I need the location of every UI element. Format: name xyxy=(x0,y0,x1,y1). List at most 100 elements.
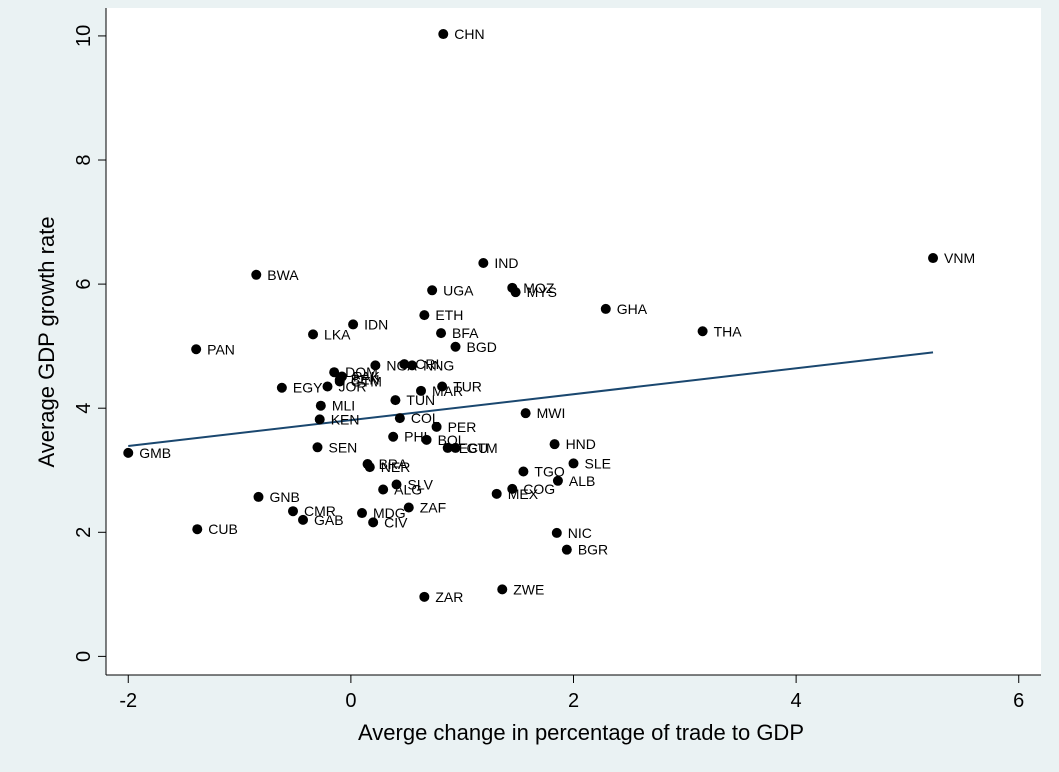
data-point-hnd-34 xyxy=(549,439,560,450)
point-label-tun-26: TUN xyxy=(406,392,435,408)
data-point-egy-22 xyxy=(276,382,287,393)
point-label-mys-6: MYS xyxy=(527,284,557,300)
point-label-cmr-50: CMR xyxy=(304,503,336,519)
data-point-idn-9 xyxy=(348,319,359,330)
point-label-sle-39: SLE xyxy=(585,455,611,471)
point-label-bwa-3: BWA xyxy=(267,267,299,283)
point-label-egy-22: EGY xyxy=(293,380,323,396)
point-label-gmb-38: GMB xyxy=(139,445,171,461)
data-point-nga-15 xyxy=(370,360,381,371)
point-label-slv-44: SLV xyxy=(408,477,434,493)
point-label-mli-27: MLI xyxy=(332,398,355,414)
data-point-zar-58 xyxy=(419,591,430,602)
fit-line-layer xyxy=(128,351,934,448)
point-label-nic-55: NIC xyxy=(568,525,592,541)
point-label-tur-24: TUR xyxy=(453,378,482,394)
point-label-ind-2: IND xyxy=(494,255,518,271)
data-point-cmr-50 xyxy=(288,506,298,517)
point-label-idn-9: IDN xyxy=(364,316,388,332)
point-label-chn-0: CHN xyxy=(454,26,484,42)
data-point-vnm-1 xyxy=(928,253,939,264)
data-point-nng-17 xyxy=(407,360,418,371)
plot-area xyxy=(106,8,1041,675)
data-point-sle-39 xyxy=(568,458,579,469)
data-point-phl-32 xyxy=(388,431,399,442)
point-label-mwi-28: MWI xyxy=(537,405,566,421)
x-tick-label-4: 4 xyxy=(791,690,802,712)
data-point-uga-4 xyxy=(427,285,438,296)
y-tick-label-0: 0 xyxy=(73,651,95,662)
point-label-pan-14: PAN xyxy=(207,341,235,357)
y-axis-title: Average GDP growth rate xyxy=(34,216,59,467)
data-point-lka-12 xyxy=(308,329,319,340)
data-point-gmb-38 xyxy=(123,447,134,458)
point-label-gtm-21: GTM xyxy=(351,374,382,390)
point-label-jor-23: JOR xyxy=(339,378,367,394)
point-label-bfa-11: BFA xyxy=(452,325,479,341)
data-point-tun-26 xyxy=(390,395,401,406)
data-point-zaf-49 xyxy=(403,502,414,513)
data-point-col-29 xyxy=(394,413,405,424)
point-label-alb-43: ALB xyxy=(569,473,595,489)
data-point-gnb-48 xyxy=(253,491,264,502)
data-point-bfa-11 xyxy=(436,328,447,339)
data-point-sen-35 xyxy=(312,442,323,453)
point-label-gtm-37: GTM xyxy=(467,440,498,456)
data-point-gtm-21 xyxy=(334,376,345,387)
data-point-mex-47 xyxy=(491,488,502,499)
x-tick-label-6: 6 xyxy=(1013,690,1024,712)
point-label-ecu-36: ECU xyxy=(459,440,489,456)
point-label-cri-16: CRI xyxy=(415,356,439,372)
point-label-civ-53: CIV xyxy=(384,514,408,530)
point-label-gnb-48: GNB xyxy=(269,489,299,505)
point-label-bol-33: BOL xyxy=(438,432,466,448)
data-point-bwa-3 xyxy=(251,269,262,280)
x-tick-label-0: 0 xyxy=(345,690,356,712)
data-point-pan-14 xyxy=(191,344,202,355)
axes-layer: -2 0 2 4 6 0 2 4 6 8 10 xyxy=(73,8,1041,712)
point-label-gha-7: GHA xyxy=(617,301,648,317)
data-point-ind-2 xyxy=(478,258,489,269)
point-label-tgo-42: TGO xyxy=(534,463,564,479)
data-point-ken-30 xyxy=(314,414,325,425)
data-point-eth-8 xyxy=(419,310,430,321)
data-point-tha-10 xyxy=(697,326,708,337)
point-label-mdg-51: MDG xyxy=(373,505,406,521)
data-point-mwi-28 xyxy=(520,408,531,419)
y-tick-label-2: 2 xyxy=(73,527,95,538)
point-label-vnm-1: VNM xyxy=(944,250,975,266)
point-label-ner-41: NER xyxy=(381,459,411,475)
data-point-alb-43 xyxy=(552,475,563,486)
data-point-nic-55 xyxy=(551,527,562,538)
data-point-chn-0 xyxy=(438,29,449,40)
point-label-ken-30: KEN xyxy=(331,411,360,427)
point-label-bra-40: BRA xyxy=(379,456,408,472)
data-point-mdg-51 xyxy=(357,508,368,519)
data-point-bol-33 xyxy=(421,434,432,445)
y-tick-label-8: 8 xyxy=(73,154,95,165)
data-point-cog-46 xyxy=(507,483,518,494)
data-point-mli-27 xyxy=(315,400,326,411)
data-point-cri-16 xyxy=(399,359,410,370)
point-label-zar-58: ZAR xyxy=(435,589,463,605)
point-label-hnd-34: HND xyxy=(566,436,596,452)
data-point-cub-54 xyxy=(192,524,203,535)
point-label-ben-20: BEN xyxy=(351,372,380,388)
x-tick-label-2: 2 xyxy=(568,690,579,712)
data-point-zwe-57 xyxy=(497,584,508,595)
data-point-alg-45 xyxy=(378,484,389,495)
point-label-cub-54: CUB xyxy=(208,521,238,537)
point-label-gab-52: GAB xyxy=(314,512,344,528)
point-label-pak-19: PAK xyxy=(353,369,381,385)
y-tick-label-6: 6 xyxy=(73,279,95,290)
point-label-mex-47: MEX xyxy=(508,486,539,502)
point-label-sen-35: SEN xyxy=(328,439,357,455)
data-point-gtm-37 xyxy=(450,442,461,453)
data-point-bgd-13 xyxy=(450,341,461,352)
point-label-nng-17: NNG xyxy=(423,357,454,373)
point-label-mar-25: MAR xyxy=(432,383,463,399)
point-label-dom-18: DOM xyxy=(345,364,378,380)
data-point-slv-44 xyxy=(391,479,402,490)
point-label-col-29: COL xyxy=(411,410,440,426)
